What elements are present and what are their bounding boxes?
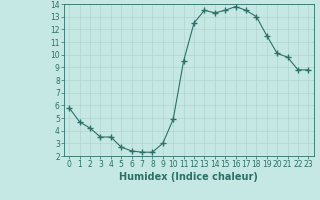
X-axis label: Humidex (Indice chaleur): Humidex (Indice chaleur) [119, 172, 258, 182]
